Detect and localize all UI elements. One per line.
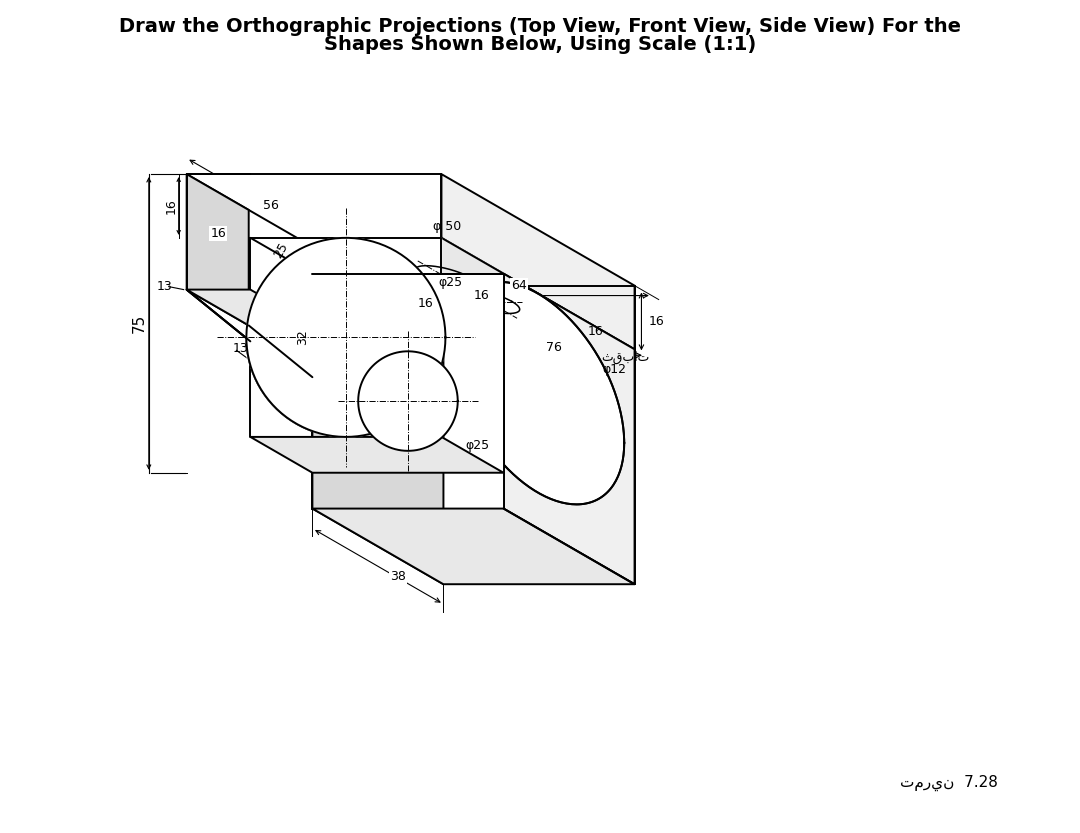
Text: φ25: φ25 [438,276,462,289]
Text: تمرين  7.28: تمرين 7.28 [900,775,998,791]
Text: 16: 16 [164,198,177,214]
Polygon shape [359,352,458,451]
Polygon shape [187,174,248,326]
Text: 25: 25 [272,241,291,261]
Text: 16: 16 [648,315,664,328]
Polygon shape [451,282,624,505]
Polygon shape [312,274,503,509]
Polygon shape [442,238,635,505]
Polygon shape [187,238,251,290]
Text: 13: 13 [157,280,173,293]
Text: ثقبات: ثقبات [602,351,650,364]
Polygon shape [451,282,624,505]
Text: φ 50: φ 50 [433,220,461,232]
Polygon shape [246,238,445,436]
Polygon shape [187,238,635,349]
Polygon shape [457,290,519,313]
Polygon shape [251,436,503,473]
Polygon shape [312,274,444,584]
Text: 32: 32 [296,330,309,345]
Polygon shape [312,509,635,584]
Polygon shape [187,290,251,342]
Text: 64: 64 [512,279,527,292]
Text: 56: 56 [264,199,280,212]
Text: φ12: φ12 [602,362,626,376]
Text: 16: 16 [588,325,604,338]
Polygon shape [503,274,635,584]
Polygon shape [251,238,442,473]
Polygon shape [187,174,442,238]
Text: 16: 16 [417,297,433,310]
Text: Shapes Shown Below, Using Scale (1:1): Shapes Shown Below, Using Scale (1:1) [324,35,756,54]
Text: 76: 76 [546,341,563,354]
Polygon shape [187,290,312,326]
Text: 16: 16 [474,289,489,302]
Text: φ25: φ25 [465,439,489,452]
Polygon shape [442,238,635,548]
Text: 13: 13 [232,342,248,355]
Polygon shape [444,349,635,584]
Text: 16: 16 [211,227,227,241]
Text: Draw the Orthographic Projections (Top View, Front View, Side View) For the: Draw the Orthographic Projections (Top V… [119,17,961,37]
Text: 38: 38 [390,570,406,583]
Polygon shape [442,174,635,349]
Polygon shape [415,266,478,290]
Text: 75: 75 [132,314,147,333]
Polygon shape [246,238,445,436]
